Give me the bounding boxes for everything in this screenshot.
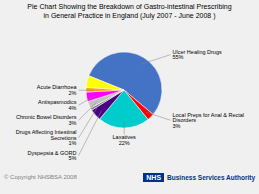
- html-text:NHS: NHS: [146, 173, 162, 181]
- svg-text:Chronic Bowel Disorders3%: Chronic Bowel Disorders3%: [16, 114, 77, 126]
- svg-text:Ulcer Healing Drugs55%: Ulcer Healing Drugs55%: [173, 49, 222, 61]
- svg-text:Drugs Affecting IntestinalSecr: Drugs Affecting IntestinalSecretions1%: [16, 129, 77, 146]
- svg-text:Laxatives22%: Laxatives22%: [113, 134, 136, 146]
- html-text:Business Services Authority: Business Services Authority: [167, 173, 255, 181]
- svg-text:Local Preps for Anal & RectalD: Local Preps for Anal & RectalDisorders3%: [173, 112, 245, 129]
- html-text:© Copyright NHSBSA 2008: © Copyright NHSBSA 2008: [4, 174, 77, 180]
- svg-text:Antispasmodics4%: Antispasmodics4%: [38, 99, 77, 111]
- svg-text:Acute Diarrhoea2%: Acute Diarrhoea2%: [37, 84, 78, 96]
- svg-text:Dyspepsia & GORD5%: Dyspepsia & GORD5%: [28, 150, 77, 162]
- html-text:Pie Chart Showing the Breakdow: Pie Chart Showing the Breakdown of Gastr…: [27, 3, 232, 19]
